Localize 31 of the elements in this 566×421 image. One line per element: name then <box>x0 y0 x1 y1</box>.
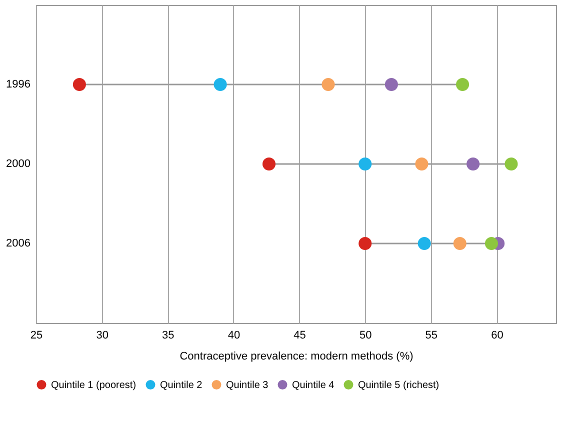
point <box>418 236 431 250</box>
point <box>214 78 227 92</box>
y-tick-label: 2000 <box>6 158 30 170</box>
x-tick-label: 45 <box>294 330 306 342</box>
legend-label: Quintile 1 (poorest) <box>51 380 136 391</box>
point <box>456 78 470 92</box>
x-tick-label: 40 <box>228 330 240 342</box>
x-tick-label: 25 <box>30 330 43 342</box>
y-tick-label: 1996 <box>6 78 30 90</box>
point <box>466 157 480 171</box>
x-axis-title: Contraceptive prevalence: modern methods (%) <box>180 350 414 362</box>
legend-label: Quintile 4 <box>292 380 335 391</box>
legend-label: Quintile 2 <box>160 380 203 391</box>
point <box>384 78 398 92</box>
point <box>484 236 498 250</box>
x-tick-label: 30 <box>96 330 108 342</box>
y-tick-label: 2006 <box>6 238 30 250</box>
legend-label: Quintile 3 <box>226 380 269 391</box>
x-tick-label: 35 <box>162 330 174 342</box>
point <box>358 157 372 171</box>
x-tick-label: 55 <box>425 330 438 342</box>
point <box>322 78 335 92</box>
point <box>504 157 518 171</box>
point <box>358 236 372 250</box>
x-tick-label: 60 <box>491 330 504 342</box>
point <box>415 157 428 171</box>
legend-label: Quintile 5 (richest) <box>358 380 440 391</box>
point <box>262 157 276 171</box>
point <box>453 236 466 250</box>
x-tick-label: 50 <box>359 330 372 342</box>
point <box>72 78 86 92</box>
